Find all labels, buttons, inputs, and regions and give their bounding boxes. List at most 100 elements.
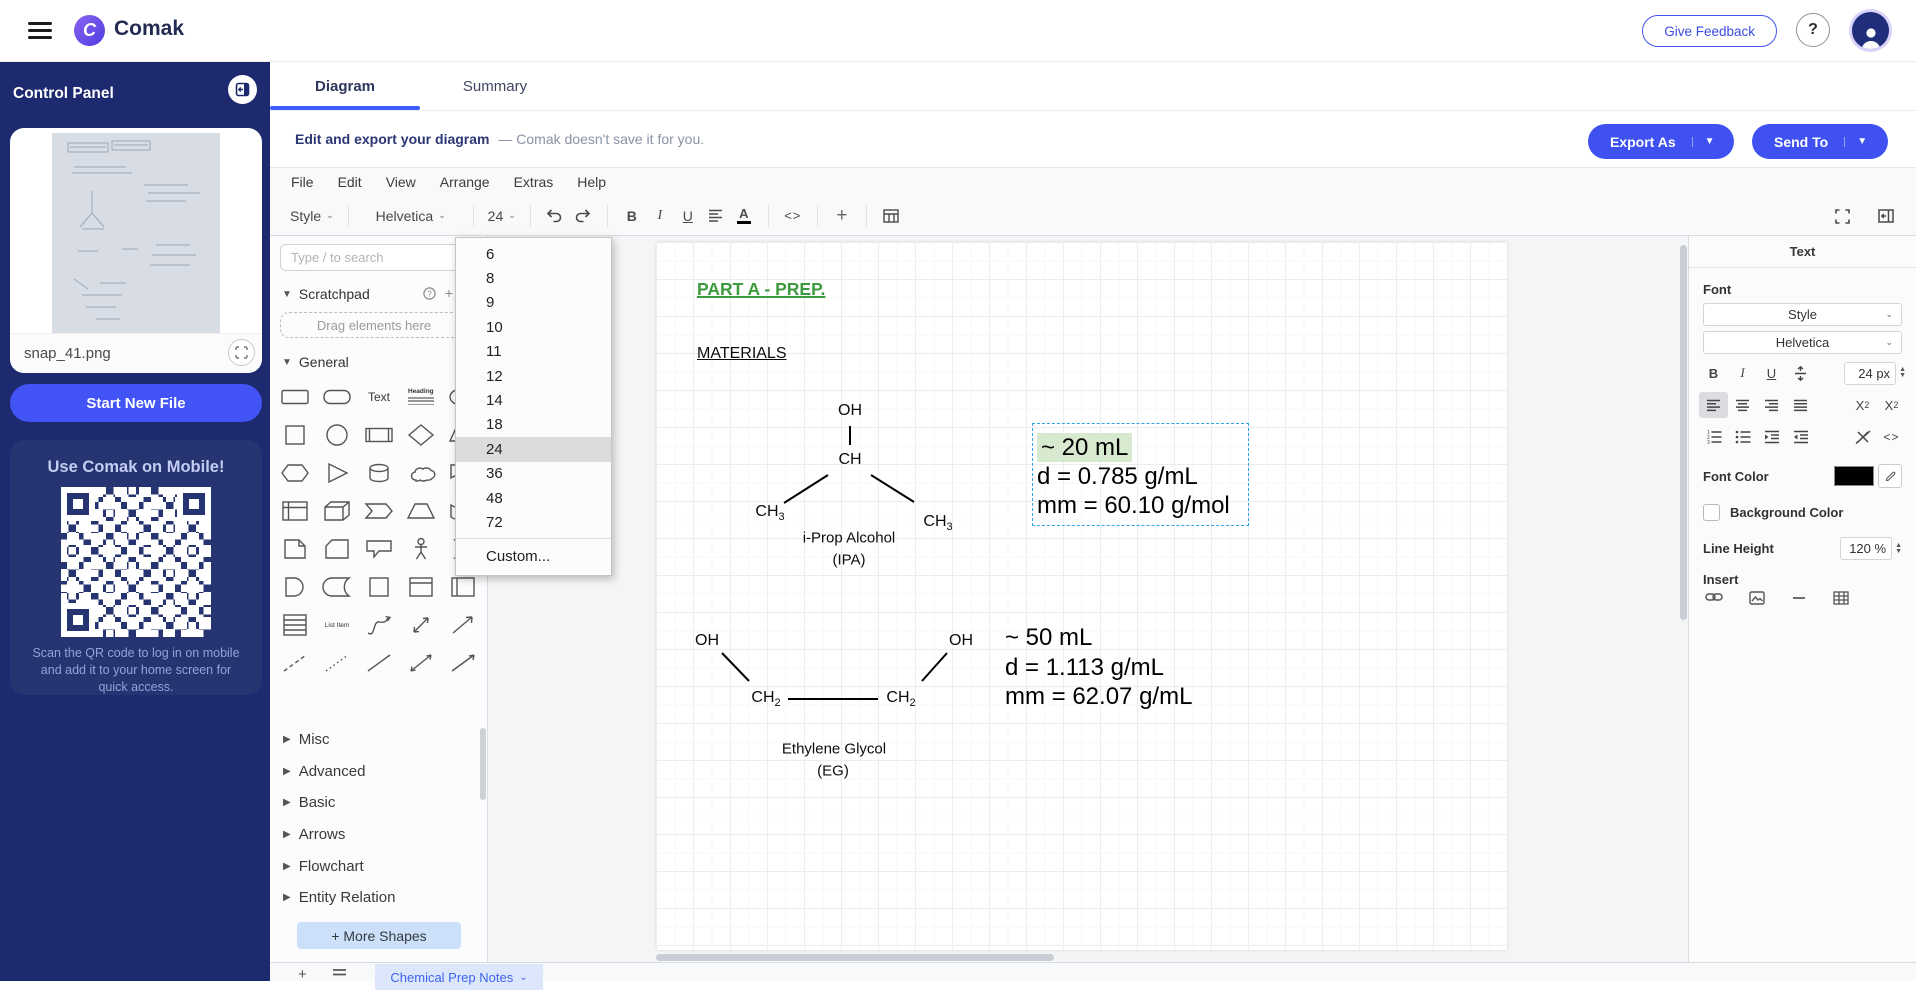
font-size-option-11[interactable]: 11 bbox=[486, 343, 502, 361]
menu-file[interactable]: File bbox=[291, 174, 314, 190]
align-right-button[interactable] bbox=[1757, 392, 1786, 418]
insert-link-button[interactable] bbox=[1705, 591, 1723, 608]
menu-view[interactable]: View bbox=[385, 174, 416, 190]
shape-arrow[interactable] bbox=[442, 606, 484, 644]
section-basic[interactable]: ▶ Basic bbox=[283, 794, 336, 812]
format-panel-toggle-button[interactable] bbox=[1872, 202, 1900, 230]
font-size-option-9[interactable]: 9 bbox=[486, 294, 495, 312]
shape-search-input[interactable] bbox=[280, 244, 468, 271]
insert-image-button[interactable] bbox=[1749, 591, 1765, 608]
shape-internal-storage[interactable] bbox=[274, 492, 316, 530]
tab-summary[interactable]: Summary bbox=[462, 78, 528, 95]
indent-button[interactable] bbox=[1757, 424, 1786, 450]
font-color-button[interactable]: A bbox=[730, 202, 758, 230]
bold-button[interactable]: B bbox=[1708, 365, 1719, 381]
insert-table-button[interactable] bbox=[1833, 591, 1849, 608]
shape-circle[interactable] bbox=[316, 416, 358, 454]
shape-cylinder[interactable] bbox=[358, 454, 400, 492]
export-as-button[interactable]: Export As ▼ bbox=[1588, 124, 1734, 159]
eg-density[interactable]: d = 1.113 g/mL bbox=[1005, 653, 1164, 681]
eg-ch2-left-label[interactable]: CH2 bbox=[751, 688, 781, 710]
shape-callout[interactable] bbox=[358, 530, 400, 568]
shape-note[interactable] bbox=[274, 530, 316, 568]
ipa-ch3-left-label[interactable]: CH3 bbox=[755, 502, 785, 524]
pages-list-button[interactable] bbox=[332, 966, 347, 983]
eg-abbr-label[interactable]: (EG) bbox=[817, 762, 849, 780]
scratchpad-dropzone[interactable]: Drag elements here bbox=[280, 312, 468, 338]
shape-rounded-rectangle[interactable] bbox=[316, 378, 358, 416]
ipa-data-textbox[interactable]: ~ 20 mL d = 0.785 g/mL mm = 60.10 g/mol bbox=[1032, 423, 1249, 526]
shape-container-square[interactable] bbox=[358, 568, 400, 606]
align-button[interactable] bbox=[702, 202, 730, 230]
section-advanced[interactable]: ▶ Advanced bbox=[283, 762, 366, 780]
shape-textbox[interactable]: Heading bbox=[400, 378, 442, 416]
more-shapes-button[interactable]: + More Shapes bbox=[297, 922, 461, 949]
background-color-checkbox[interactable] bbox=[1703, 504, 1720, 521]
page-tab-chemical-prep-notes[interactable]: Chemical Prep Notes ⌄ bbox=[375, 964, 543, 990]
shape-trapezoid[interactable] bbox=[400, 492, 442, 530]
bold-button[interactable]: B bbox=[626, 207, 637, 224]
undo-button[interactable] bbox=[541, 202, 569, 230]
ipa-molar-mass[interactable]: mm = 60.10 g/mol bbox=[1037, 492, 1230, 519]
shape-actor[interactable] bbox=[400, 530, 442, 568]
section-flowchart[interactable]: ▶ Flowchart bbox=[283, 857, 364, 875]
underline-button[interactable]: U bbox=[1766, 365, 1777, 381]
underline-button[interactable]: U bbox=[682, 207, 693, 224]
redo-button[interactable] bbox=[569, 202, 597, 230]
insert-button[interactable]: + bbox=[836, 204, 848, 226]
ipa-abbr-label[interactable]: (IPA) bbox=[832, 551, 866, 569]
shapes-scrollbar[interactable] bbox=[480, 728, 486, 800]
ipa-ch3-right-label[interactable]: CH3 bbox=[923, 512, 953, 534]
font-size-custom-option[interactable]: Custom... bbox=[486, 547, 551, 565]
shape-dotted-line[interactable] bbox=[316, 644, 358, 682]
font-size-option-36[interactable]: 36 bbox=[486, 465, 503, 483]
font-size-dropdown[interactable]: 24 ⌄ bbox=[487, 207, 516, 224]
help-button[interactable]: ? bbox=[1796, 13, 1830, 47]
menu-extras[interactable]: Extras bbox=[513, 174, 554, 190]
font-color-edit-button[interactable] bbox=[1878, 464, 1902, 488]
shape-directional-connector[interactable] bbox=[442, 644, 484, 682]
font-family-select[interactable]: Helvetica ⌄ bbox=[1703, 331, 1902, 354]
font-size-option-10[interactable]: 10 bbox=[486, 318, 503, 336]
outdent-button[interactable] bbox=[1786, 424, 1815, 450]
html-code-button[interactable]: <> bbox=[784, 208, 802, 223]
shape-cube[interactable] bbox=[316, 492, 358, 530]
shape-cloud[interactable] bbox=[400, 454, 442, 492]
line-height-stepper[interactable]: ▲ ▼ bbox=[1895, 541, 1902, 555]
html-code-button[interactable]: <> bbox=[1883, 430, 1900, 444]
shape-step[interactable] bbox=[358, 492, 400, 530]
ipa-name-label[interactable]: i-Prop Alcohol bbox=[802, 529, 896, 547]
shape-triangle[interactable] bbox=[316, 454, 358, 492]
shape-curve[interactable] bbox=[358, 606, 400, 644]
scratchpad-header[interactable]: ▼ Scratchpad bbox=[282, 286, 370, 302]
shape-and[interactable] bbox=[274, 568, 316, 606]
shape-dashed-line[interactable] bbox=[274, 644, 316, 682]
general-header[interactable]: ▼ General bbox=[282, 354, 349, 370]
shape-data-storage[interactable] bbox=[316, 568, 358, 606]
align-justify-button[interactable] bbox=[1786, 392, 1815, 418]
font-size-option-12[interactable]: 12 bbox=[486, 367, 503, 385]
eg-oh-right-label[interactable]: OH bbox=[949, 632, 973, 649]
font-style-select[interactable]: Style ⌄ bbox=[1703, 303, 1902, 326]
eg-data-textbox[interactable]: ~ 50 mL d = 1.113 g/mL mm = 62.07 g/mL bbox=[1005, 623, 1192, 712]
font-size-option-24-selected[interactable]: 24 bbox=[456, 437, 611, 462]
ipa-oh-label[interactable]: OH bbox=[838, 402, 862, 419]
font-size-option-72[interactable]: 72 bbox=[486, 513, 503, 531]
menu-help[interactable]: Help bbox=[577, 174, 607, 190]
shape-line[interactable] bbox=[358, 644, 400, 682]
eg-molar-mass[interactable]: mm = 62.07 g/mL bbox=[1005, 683, 1193, 710]
font-size-input[interactable] bbox=[1844, 361, 1897, 385]
shape-rectangle[interactable] bbox=[274, 378, 316, 416]
format-panel-tab-text[interactable]: Text bbox=[1689, 236, 1916, 268]
give-feedback-button[interactable]: Give Feedback bbox=[1642, 15, 1777, 47]
vertical-text-button[interactable] bbox=[1786, 360, 1815, 386]
fullscreen-button[interactable] bbox=[1828, 202, 1856, 230]
file-card[interactable]: snap_41.png bbox=[10, 128, 262, 373]
help-circle-icon[interactable]: ? bbox=[423, 287, 436, 300]
shape-vertical-container[interactable] bbox=[442, 568, 484, 606]
font-size-option-18[interactable]: 18 bbox=[486, 416, 503, 434]
shape-bidirectional-connector[interactable] bbox=[400, 644, 442, 682]
shape-bidirectional-arrow[interactable] bbox=[400, 606, 442, 644]
